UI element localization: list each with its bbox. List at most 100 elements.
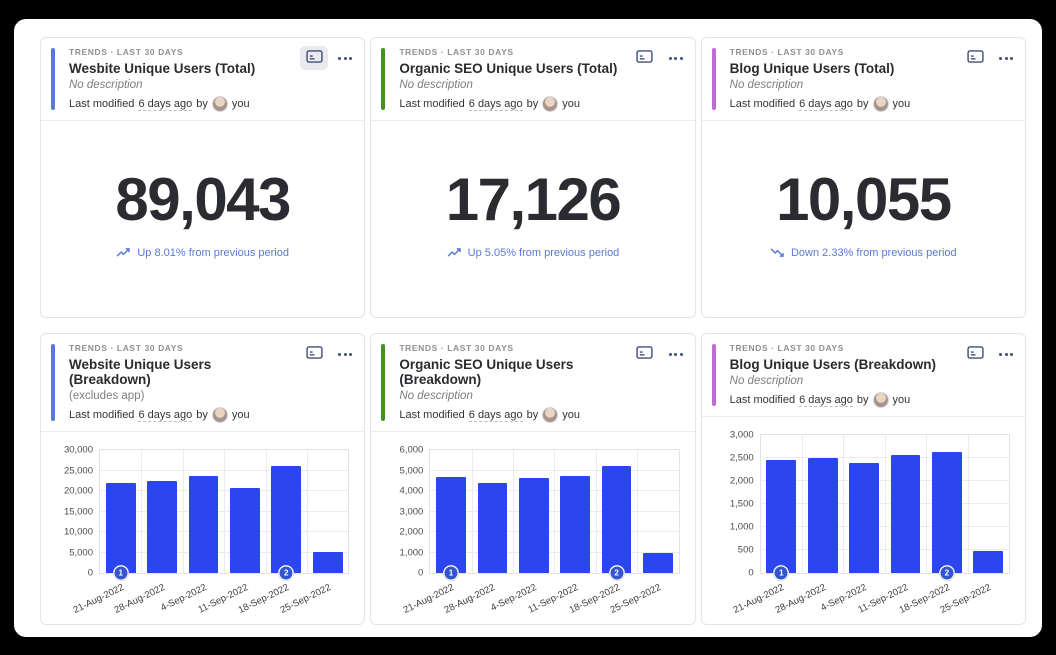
insight-color-ribbon	[51, 344, 55, 421]
modified-time: 6 days ago	[138, 97, 193, 111]
annotation-badge[interactable]: 2	[609, 565, 625, 581]
gridline	[884, 435, 886, 573]
card-body: 0 500 1,000 1,500 2,000 2,500 3,000 21-Aug-2022…	[702, 417, 1025, 624]
more-options-button[interactable]	[666, 342, 686, 366]
y-axis-tick-label: 0	[87, 567, 93, 579]
bar[interactable]	[932, 452, 962, 573]
last-modified-row: Last modified 6 days ago by you	[69, 96, 250, 112]
avatar	[872, 96, 889, 112]
avatar	[211, 96, 228, 112]
insight-card-view-button[interactable]	[961, 342, 989, 366]
avatar	[872, 392, 889, 408]
bar[interactable]	[147, 480, 177, 573]
avatar	[542, 407, 559, 423]
bar-chart[interactable]: 0 1,000 2,000 3,000 4,000 5,000 6,000 21-Aug-20…	[383, 442, 682, 622]
bar[interactable]	[973, 551, 1004, 573]
y-axis-tick-label: 30,000	[63, 444, 93, 456]
insight-meta: TRENDS · LAST 30 DAYS	[69, 343, 184, 353]
insight-card-view-button[interactable]	[300, 342, 328, 366]
ellipsis-icon	[668, 56, 672, 60]
ellipsis-icon	[338, 56, 342, 60]
insight-card-website-total: TRENDS · LAST 30 DAYS Wesbite Unique Use…	[40, 37, 366, 318]
card-body: 0 5,000 10,000 15,000 20,000 25,000 30,000 21-A…	[41, 432, 364, 624]
trend-row: Up 5.05% from previous period	[447, 246, 620, 259]
bar[interactable]	[560, 476, 591, 573]
insight-card-view-button[interactable]	[961, 46, 989, 70]
ellipsis-icon	[999, 352, 1002, 356]
insight-title[interactable]: Website Unique Users (Breakdown)	[69, 357, 212, 387]
bar[interactable]	[518, 477, 549, 573]
more-options-button[interactable]	[996, 46, 1016, 70]
gridline	[843, 435, 845, 573]
insight-card-view-button[interactable]	[631, 342, 659, 366]
kpi-value: 10,055	[776, 165, 952, 233]
more-options-button[interactable]	[335, 342, 355, 366]
bar-chart[interactable]: 0 500 1,000 1,500 2,000 2,500 3,000 21-Aug-2022…	[714, 427, 1013, 622]
annotation-badge[interactable]: 1	[773, 565, 789, 581]
card-header: TRENDS · LAST 30 DAYS Organic SEO Unique…	[371, 38, 695, 121]
bar[interactable]	[229, 488, 260, 573]
more-options-button[interactable]	[335, 46, 355, 70]
insight-description: No description	[69, 79, 143, 91]
insight-color-ribbon	[711, 344, 716, 406]
bar[interactable]	[436, 476, 466, 573]
kpi-value: 89,043	[115, 165, 291, 233]
bar[interactable]	[601, 466, 632, 573]
card-header: TRENDS · LAST 30 DAYS Blog Unique Users …	[701, 38, 1025, 121]
chart-plot-area: 0 1,000 2,000 3,000 4,000 5,000 6,000 21-Aug-20…	[400, 445, 680, 616]
y-axis-tick-label: 1,000	[729, 521, 754, 533]
y-axis-tick-label: 10,000	[63, 526, 93, 538]
insight-card-icon	[306, 50, 323, 66]
trend-row: Up 8.01% from previous period	[116, 247, 289, 259]
gridline	[595, 450, 597, 573]
bar[interactable]	[188, 476, 219, 573]
gridline	[471, 450, 473, 573]
annotation-badge[interactable]: 2	[939, 565, 955, 581]
modified-time: 6 days ago	[799, 97, 853, 111]
bar[interactable]	[890, 454, 921, 573]
trend-row: Down 2.33% from previous period	[770, 247, 957, 259]
insight-card-view-button[interactable]	[631, 46, 659, 70]
y-axis-tick-label: 25,000	[63, 465, 93, 476]
insight-title[interactable]: Organic SEO Unique Users (Total)	[399, 61, 618, 76]
chart-plot-area: 0 500 1,000 1,500 2,000 2,500 3,000 21-Aug-2022…	[730, 430, 1010, 616]
bar[interactable]	[477, 482, 508, 573]
insight-card-icon	[966, 346, 984, 362]
insight-meta: TRENDS · LAST 30 DAYS	[729, 47, 844, 57]
bar[interactable]	[271, 466, 302, 573]
bar[interactable]	[766, 460, 797, 573]
more-options-button[interactable]	[666, 46, 686, 70]
y-axis-tick-label: 2,000	[399, 526, 424, 538]
trend-text: Down 2.33% from previous period	[790, 246, 957, 259]
insight-description: No description	[729, 375, 804, 387]
insight-description: No description	[399, 79, 473, 91]
y-axis-tick-label: 3,000	[729, 429, 754, 441]
bar[interactable]	[643, 552, 673, 573]
card-body: 10,055 Down 2.33% from previous period	[702, 121, 1025, 317]
bar[interactable]	[312, 552, 343, 573]
bar[interactable]	[849, 462, 880, 573]
y-axis-tick-label: 2,000	[729, 475, 754, 487]
modified-time: 6 days ago	[468, 408, 523, 422]
insight-color-ribbon	[381, 48, 386, 110]
y-axis-tick-label: 2,500	[729, 452, 754, 464]
insight-title[interactable]: Organic SEO Unique Users (Breakdown)	[399, 357, 574, 387]
gridline	[513, 450, 515, 573]
trend-text: Up 5.05% from previous period	[467, 246, 620, 259]
trend-down-icon	[770, 247, 785, 258]
y-axis-tick-label: 3,000	[399, 506, 424, 517]
bar[interactable]	[105, 482, 136, 573]
trend-up-icon	[447, 247, 462, 258]
bar[interactable]	[807, 458, 838, 573]
card-header: TRENDS · LAST 30 DAYS Organic SEO Unique…	[371, 334, 695, 432]
annotation-badge[interactable]: 2	[278, 565, 294, 581]
annotation-badge[interactable]: 1	[443, 565, 459, 581]
insight-title[interactable]: Blog Unique Users (Total)	[729, 61, 895, 76]
insight-title[interactable]: Wesbite Unique Users (Total)	[69, 61, 256, 76]
insight-card-view-button[interactable]	[300, 46, 329, 70]
annotation-badge[interactable]: 1	[113, 565, 129, 581]
bar-chart[interactable]: 0 5,000 10,000 15,000 20,000 25,000 30,000 21-A…	[53, 442, 352, 622]
y-axis-tick-label: 1,000	[399, 547, 424, 558]
more-options-button[interactable]	[996, 342, 1016, 366]
insight-title[interactable]: Blog Unique Users (Breakdown)	[729, 357, 936, 372]
